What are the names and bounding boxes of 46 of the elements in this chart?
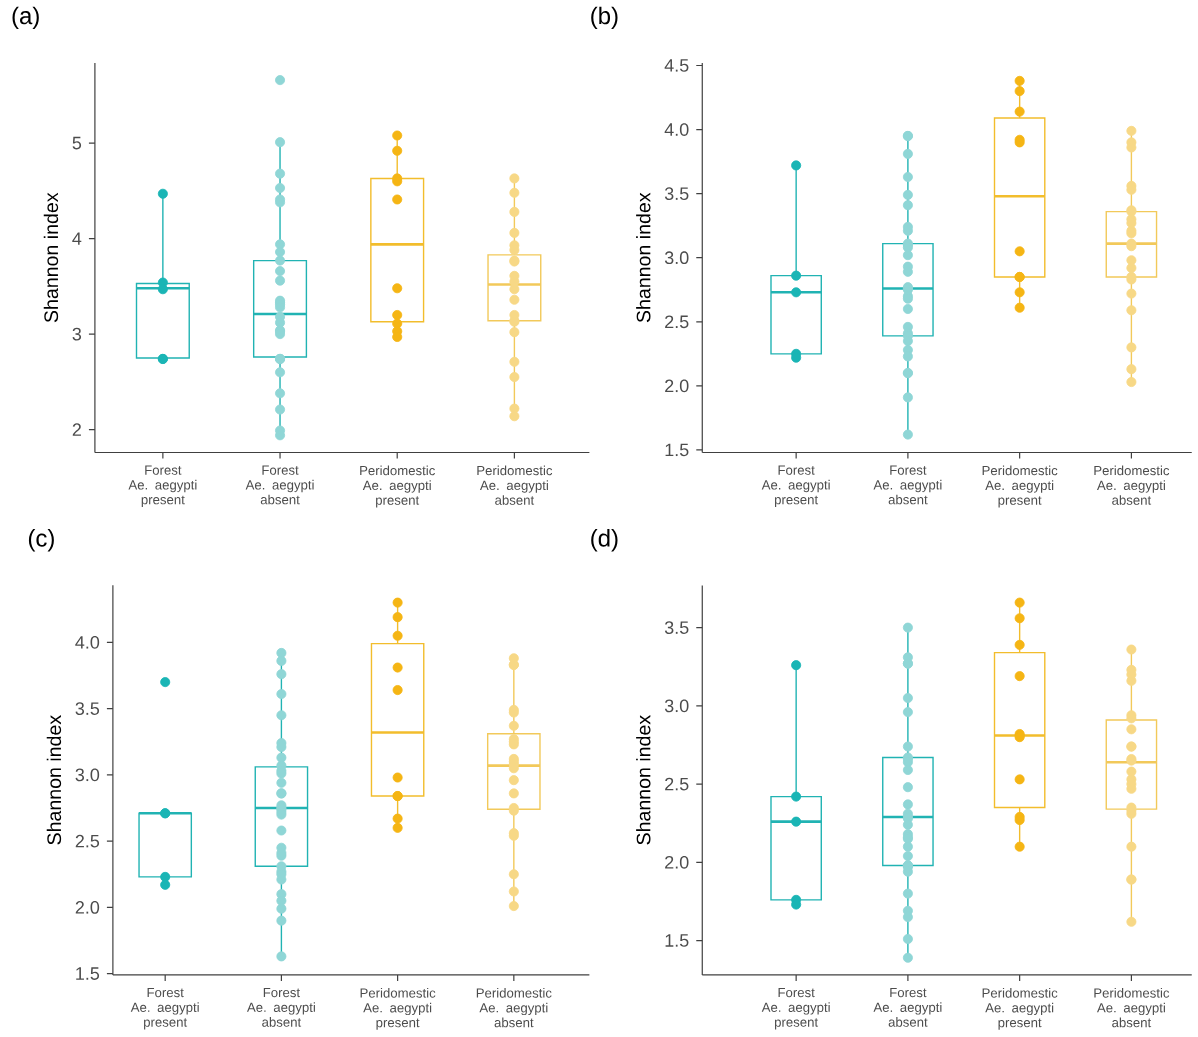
x-tick-label: Peridomestic Ae. aegypti present <box>982 465 1058 508</box>
x-tick-label: Peridomestic Ae. aegypti absent <box>476 988 552 1028</box>
y-tick-label: 3.0 <box>75 768 100 782</box>
y-axis-title: Shannon index <box>636 715 651 845</box>
x-tick-label: Forest Ae. aegypti absent <box>873 465 942 505</box>
y-tick-label: 3.5 <box>664 621 689 635</box>
x-tick-label: Forest Ae. aegypti absent <box>245 465 314 505</box>
y-tick-label: 2.5 <box>75 834 100 848</box>
y-tick-label: 2 <box>72 423 81 437</box>
x-tick-label: Forest Ae. aegypti present <box>761 988 830 1030</box>
y-tick-label: 2.0 <box>75 901 100 914</box>
x-tick-label: Forest Ae. aegypti present <box>128 465 197 508</box>
x-tick-label: Forest Ae. aegypti absent <box>873 988 942 1028</box>
x-tick-label: Forest Ae. aegypti absent <box>246 988 315 1028</box>
x-tick-label: Peridomestic Ae. aegypti present <box>360 465 435 508</box>
x-tick-label: Forest Ae. aegypti present <box>761 465 830 508</box>
y-tick-label: 4.5 <box>664 59 689 72</box>
y-tick-label: 4.0 <box>75 636 100 649</box>
y-axis-title: Shannon index <box>636 192 651 323</box>
x-tick-label: Forest Ae. aegypti present <box>130 988 199 1030</box>
y-tick-label: 1.5 <box>76 967 100 981</box>
chart-title: (a) <box>12 6 39 30</box>
y-tick-label: 2.0 <box>665 379 689 393</box>
x-tick-label: Peridomestic Ae. aegypti absent <box>1094 465 1170 506</box>
x-tick-label: Peridomestic Ae. aegypti present <box>360 988 436 1031</box>
y-tick-label: 2.5 <box>665 777 689 791</box>
y-tick-label: 3.5 <box>75 702 100 716</box>
y-tick-label: 3.0 <box>664 699 689 713</box>
x-tick-label: Peridomestic Ae. aegypti absent <box>1094 988 1170 1028</box>
y-axis-title: Shannon index <box>46 715 62 845</box>
x-tick-label: Peridomestic Ae. aegypti present <box>982 988 1058 1031</box>
y-tick-label: 5 <box>72 137 82 150</box>
chart-title: (d) <box>591 529 618 552</box>
y-tick-label: 4.0 <box>664 123 689 137</box>
y-tick-label: 2.0 <box>665 856 689 869</box>
y-tick-label: 1.5 <box>665 443 689 457</box>
y-tick-label: 3 <box>72 327 82 341</box>
y-tick-label: 2.5 <box>665 315 689 329</box>
y-tick-label: 4 <box>72 232 82 246</box>
x-tick-label: Peridomestic Ae. aegypti absent <box>477 465 553 506</box>
y-tick-label: 3.5 <box>664 187 689 201</box>
y-tick-label: 3.0 <box>664 251 689 265</box>
y-tick-label: 1.5 <box>665 934 689 948</box>
y-axis-title: Shannon index <box>43 192 59 323</box>
chart-title: (c) <box>28 529 54 552</box>
chart-title: (b) <box>591 6 618 30</box>
